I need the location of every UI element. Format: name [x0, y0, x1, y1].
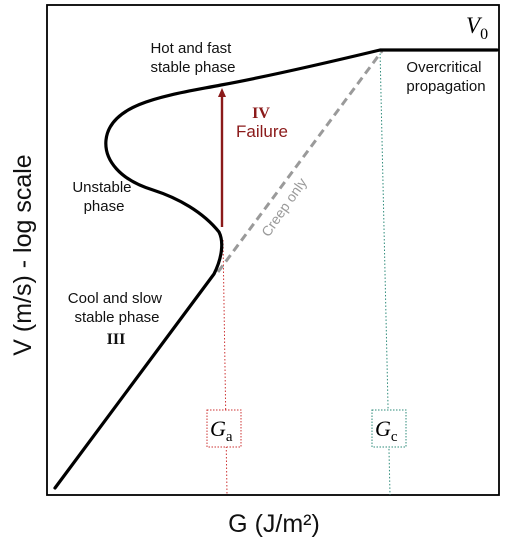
ga-subscript: a: [226, 429, 233, 445]
ga-label: Ga: [210, 416, 233, 445]
gc-subscript: c: [391, 429, 398, 445]
ga-box: [206, 409, 242, 448]
gc-label: Gc: [375, 416, 398, 445]
creep-line: [216, 50, 384, 273]
gc-box: [371, 409, 407, 448]
velocity-curve: [53, 48, 499, 490]
v0-label: V0: [466, 13, 488, 43]
cool-phase-label: Cool and slow stable phase: [68, 290, 166, 326]
x-axis-label: G (J/m²): [228, 510, 320, 538]
failure-label: Failure: [236, 122, 288, 141]
hot-phase-label: Hot and fast stable phase: [150, 40, 235, 76]
gc-guide-line: [379, 49, 391, 496]
overcritical-label: Overcritical propagation: [406, 59, 485, 95]
roman-three-label: III: [107, 331, 126, 348]
roman-four-label: IV: [252, 105, 270, 122]
plot-frame: [46, 4, 500, 496]
unstable-label: Unstable phase: [72, 179, 135, 215]
y-axis-label: V (m/s) - log scale: [9, 154, 37, 355]
ga-guide-line: [222, 239, 228, 496]
v0-subscript: 0: [480, 26, 488, 43]
